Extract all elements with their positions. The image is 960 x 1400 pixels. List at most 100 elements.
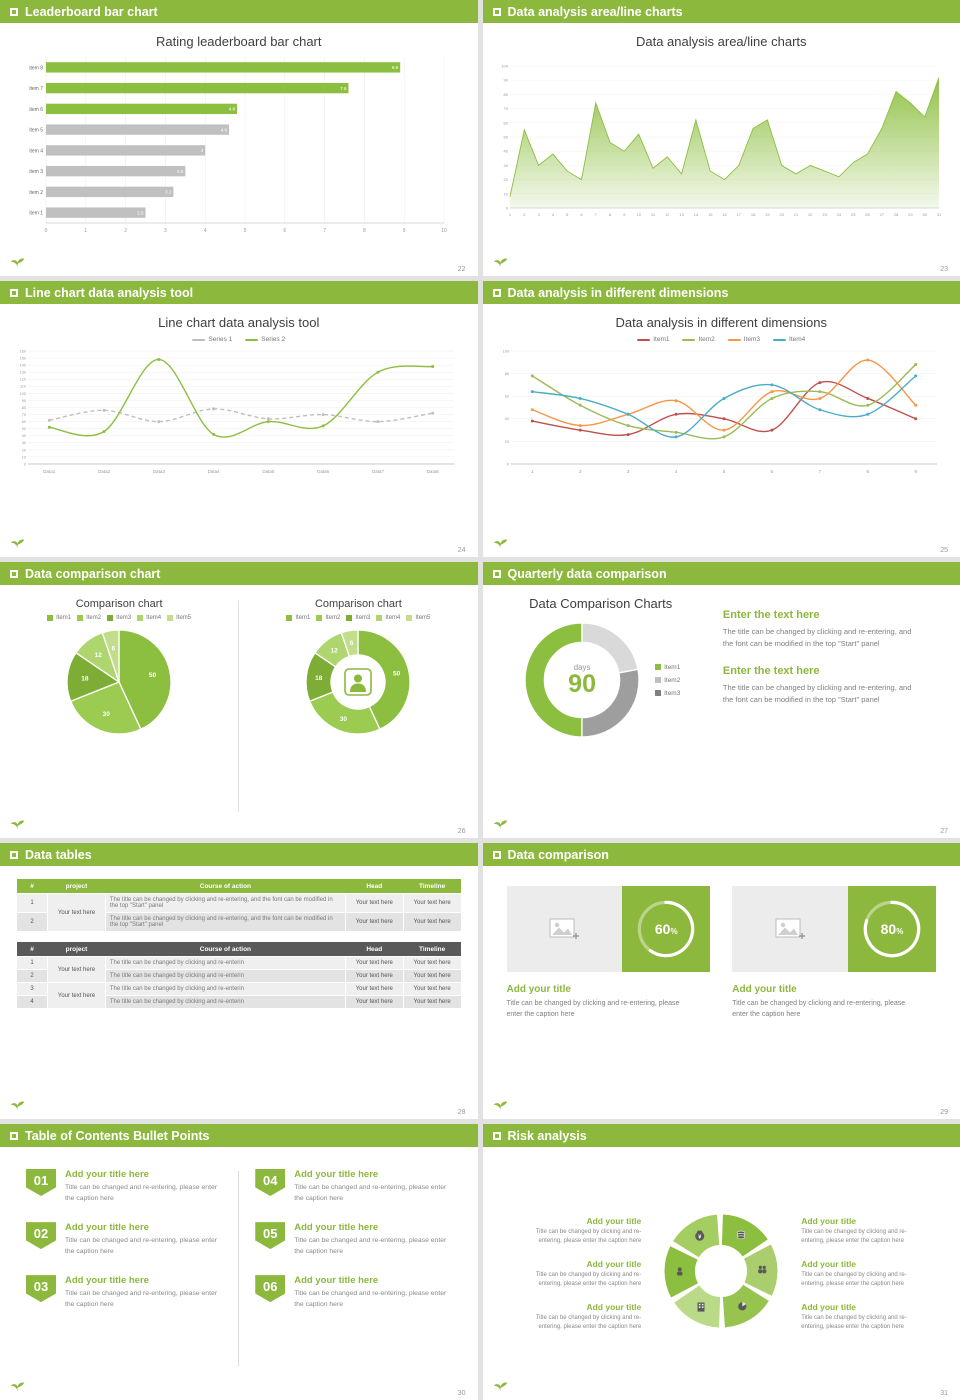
pie-chart-icon (738, 1302, 747, 1311)
slide-quarterly-comparison[interactable]: Quarterly data comparison Data Compariso… (482, 562, 960, 838)
legend-item: Item3 (655, 690, 680, 697)
number-badge: 06 (255, 1275, 286, 1303)
item1-swatch-icon (47, 615, 54, 621)
text-block: Enter the text here The title can be cha… (723, 609, 934, 649)
toc-column-left: 01 Add your title here Title can be chan… (26, 1169, 222, 1400)
area-chart: 0 10 20 30 40 50 60 70 80 90 100 1 2 3 4 5 6 7 8 9 10 11 12 13 1… (495, 62, 945, 218)
cell-timeline: Your text here (402, 956, 462, 970)
cell-num: 4 (15, 995, 49, 1009)
slide-line-chart-tool[interactable]: Line chart data analysis tool Line chart… (0, 281, 478, 557)
svg-text:23: 23 (822, 212, 827, 217)
text-block: Enter the text here The title can be cha… (723, 665, 934, 705)
item1-swatch-icon (286, 615, 293, 621)
cell-action: The title can be changed by clicking and… (104, 956, 346, 970)
text-panel: Enter the text here The title can be cha… (719, 585, 960, 838)
svg-text:item 7: item 7 (29, 86, 43, 92)
item4-swatch-icon (376, 615, 383, 621)
svg-text:Data4: Data4 (208, 469, 221, 474)
svg-text:4: 4 (551, 212, 554, 217)
slide-header-title: Leaderboard bar chart (25, 4, 158, 19)
svg-text:90: 90 (503, 78, 508, 83)
col-header: project (47, 879, 106, 894)
cell-timeline: Your text here (402, 995, 462, 1009)
svg-text:3.2: 3.2 (165, 190, 172, 195)
cell-timeline: Your text here (402, 893, 462, 913)
risk-caption: Title can be changed by clicking and re-… (801, 1271, 907, 1287)
svg-text:30: 30 (103, 711, 111, 718)
number-badge: 04 (255, 1169, 286, 1196)
data-table-gray: # project Course of action Head Timeline… (15, 942, 462, 1009)
svg-text:3: 3 (626, 469, 629, 474)
block-body: The title can be changed by clicking and… (722, 683, 912, 704)
risk-title: Add your title (801, 1258, 857, 1269)
svg-text:70: 70 (22, 413, 26, 417)
number-badge: 01 (26, 1169, 56, 1196)
svg-text:130: 130 (20, 371, 26, 375)
svg-text:60: 60 (503, 120, 508, 125)
toc-item: 02 Add your title here Title can be chan… (26, 1222, 222, 1257)
quarterly-donut-chart (521, 619, 643, 741)
svg-text:8.9: 8.9 (392, 65, 399, 70)
toc-title: Add your title here (294, 1275, 379, 1287)
toc-item: 01 Add your title here Title can be chan… (26, 1169, 222, 1204)
toc-item: 03 Add your title here Title can be chan… (26, 1275, 222, 1310)
svg-text:160: 160 (20, 349, 26, 353)
svg-text:19: 19 (765, 212, 770, 217)
svg-text:20: 20 (22, 448, 26, 452)
chart-legend: Item1 Item2 Item3 Item4 Item5 (286, 615, 430, 621)
risk-title: Add your title (801, 1215, 857, 1226)
svg-text:0: 0 (506, 462, 508, 466)
pie-panel-right: Comparison chart Item1 Item2 Item3 Item4… (239, 585, 477, 838)
svg-text:80: 80 (22, 406, 26, 410)
slide-leaderboard-bar-chart[interactable]: Leaderboard bar chart Rating leaderboard… (0, 0, 478, 276)
legend-item: Item5 (167, 615, 191, 621)
risk-block: Add your title Title can be changed by c… (801, 1216, 927, 1246)
slide-toc-bullets[interactable]: Table of Contents Bullet Points 01 Add y… (0, 1124, 478, 1400)
item2-swatch-icon (77, 615, 84, 621)
svg-text:26: 26 (865, 212, 870, 217)
multi-line-chart: 0 20 40 60 80 100 1 2 3 4 5 6 7 8 9 (491, 346, 945, 476)
slide-comparison-pies[interactable]: Data comparison chart Comparison chart I… (0, 562, 478, 838)
header-square-icon (492, 288, 501, 297)
svg-text:50: 50 (503, 135, 508, 140)
slide-area-chart[interactable]: Data analysis area/line charts Data anal… (482, 0, 960, 276)
progress-box: 80% (848, 886, 936, 972)
svg-text:7.6: 7.6 (340, 86, 347, 91)
svg-text:70: 70 (503, 106, 508, 111)
slide-data-comparison-cards[interactable]: Data comparison 60% Add your title T (482, 843, 960, 1119)
svg-text:9: 9 (403, 228, 406, 234)
svg-text:5: 5 (566, 212, 569, 217)
svg-text:100: 100 (20, 392, 26, 396)
risk-title: Add your title (586, 1258, 642, 1269)
slide-risk-analysis[interactable]: Risk analysis Add your title Title can b… (482, 1124, 960, 1400)
svg-text:item 4: item 4 (29, 148, 43, 154)
risk-block: Add your title Title can be changed by c… (523, 1302, 642, 1332)
risk-title: Add your title (801, 1301, 857, 1312)
legend-label: Item2 (325, 615, 341, 621)
item2-swatch-icon (655, 677, 662, 683)
svg-text:item 1: item 1 (29, 211, 43, 217)
progress-percent: 80% (880, 921, 904, 937)
svg-text:13: 13 (679, 212, 684, 217)
slide-data-tables[interactable]: Data tables # project Course of action H… (0, 843, 478, 1119)
svg-text:16: 16 (722, 212, 727, 217)
svg-text:Data2: Data2 (98, 469, 111, 474)
risk-title: Add your title (586, 1215, 642, 1226)
data-table-green: # project Course of action Head Timeline… (15, 879, 462, 932)
svg-text:60: 60 (22, 420, 26, 424)
svg-text:29: 29 (908, 212, 913, 217)
slide-header: Line chart data analysis tool (0, 281, 478, 304)
cell-timeline: Your text here (402, 912, 462, 932)
series2-marker-icon (245, 338, 259, 341)
table-row: 2 The title can be changed by clicking a… (15, 912, 462, 932)
slide-dimensions-chart[interactable]: Data analysis in different dimensions Da… (482, 281, 960, 557)
item2-swatch-icon (316, 615, 323, 621)
item3-swatch-icon (107, 615, 114, 621)
svg-text:2: 2 (523, 212, 526, 217)
header-square-icon (10, 1131, 18, 1140)
svg-text:15: 15 (707, 212, 712, 217)
table-row: 4 The title can be changed by clicking a… (15, 995, 462, 1009)
slide-header-title: Risk analysis (507, 1128, 587, 1143)
legend-label: Item2 (86, 615, 102, 621)
legend-item: Item3 (727, 336, 760, 343)
